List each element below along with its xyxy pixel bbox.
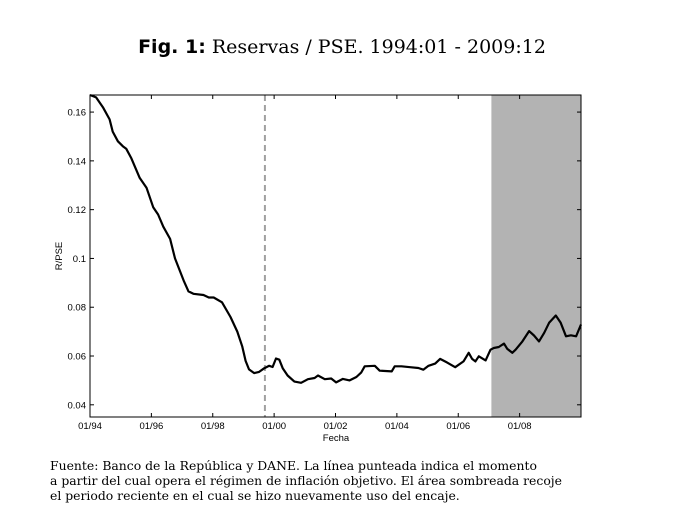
x-tick-label: 01/04 — [385, 421, 409, 432]
caption-line: Fuente: Banco de la República y DANE. La… — [50, 458, 537, 473]
caption-line: a partir del cual opera el régimen de in… — [50, 473, 562, 488]
figure-label: Fig. 1: — [138, 36, 206, 58]
y-tick-label: 0.1 — [73, 254, 86, 265]
y-tick-label: 0.06 — [68, 352, 87, 363]
x-tick-label: 01/08 — [508, 421, 532, 432]
y-tick-label: 0.12 — [68, 205, 87, 216]
x-tick-label: 01/94 — [78, 421, 102, 432]
figure-title: Fig. 1: Reservas / PSE. 1994:01 - 2009:1… — [0, 36, 684, 58]
shaded-region — [491, 95, 581, 417]
y-tick-label: 0.04 — [68, 400, 87, 411]
caption-line: el periodo reciente en el cual se hizo n… — [50, 488, 460, 503]
figure-title-text: Reservas / PSE. 1994:01 - 2009:12 — [211, 36, 546, 58]
x-tick-label: 01/02 — [324, 421, 348, 432]
plot-area: 01/94 01/96 01/98 01/00 01/02 01/04 01/06 01/08… — [68, 93, 583, 432]
series-line — [89, 93, 583, 384]
x-tick-label: 01/96 — [139, 421, 163, 432]
x-axis-label: Fecha — [323, 433, 350, 444]
y-tick-label: 0.08 — [68, 303, 87, 314]
x-tick-label: 01/06 — [446, 421, 470, 432]
x-tick-label: 01/00 — [262, 421, 286, 432]
y-axis-label: R/PSE — [54, 242, 65, 271]
x-tick-label: 01/98 — [201, 421, 225, 432]
y-tick-label: 0.16 — [68, 108, 87, 119]
y-tick-label: 0.14 — [68, 156, 87, 167]
figure-caption: Fuente: Banco de la República y DANE. La… — [50, 458, 650, 503]
